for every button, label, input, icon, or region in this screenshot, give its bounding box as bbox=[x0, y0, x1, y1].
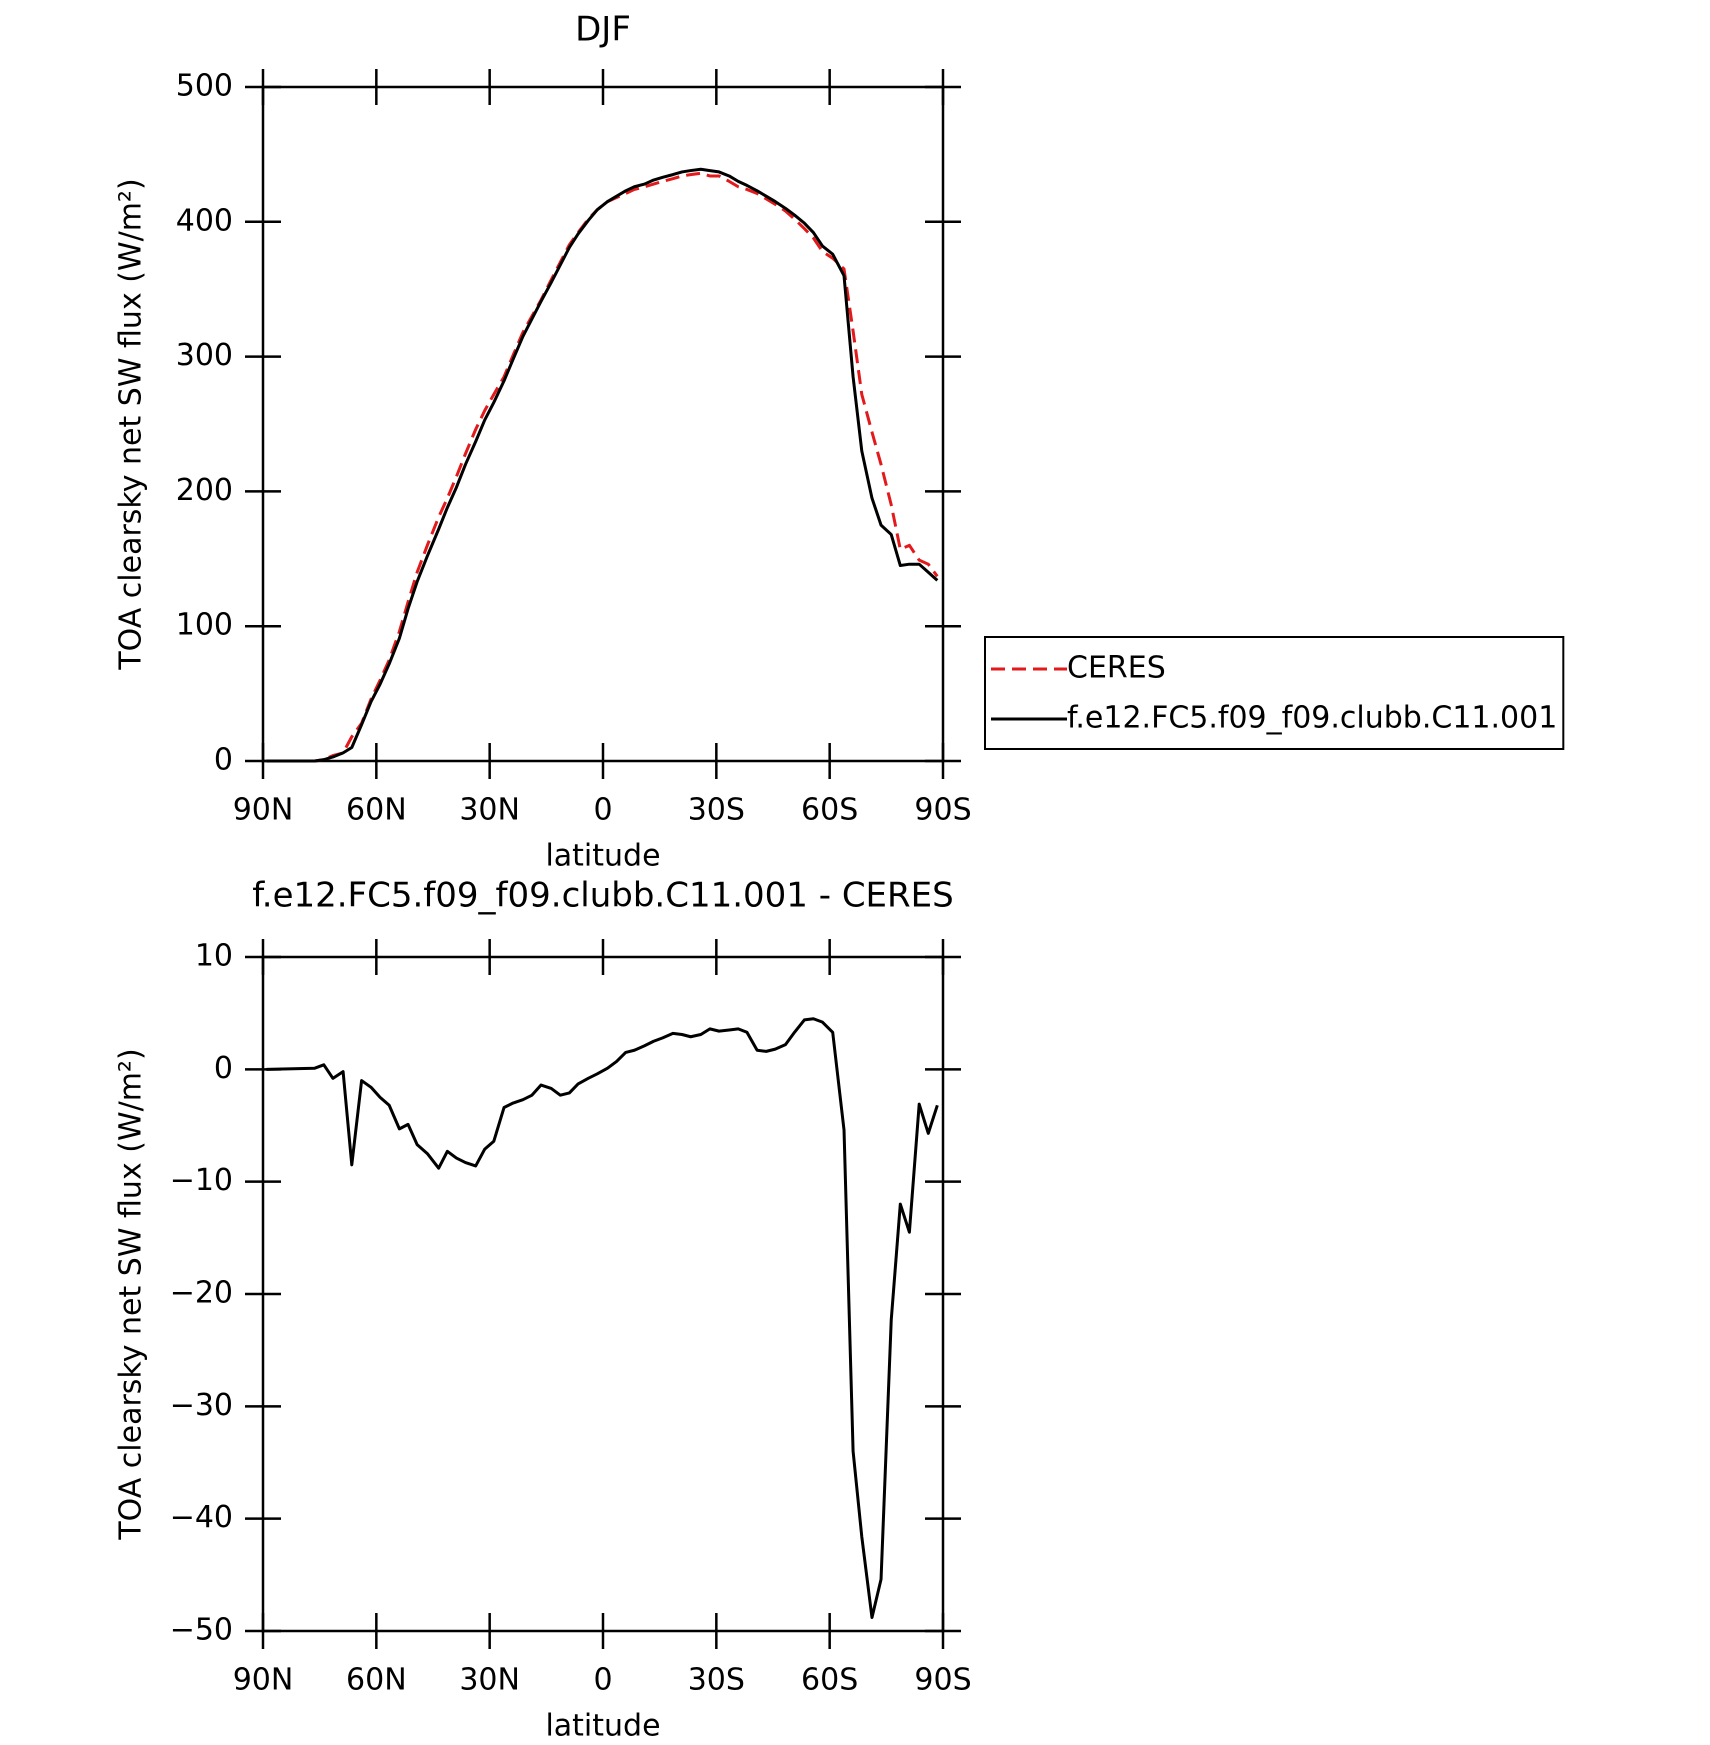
x-tick-label: 90N bbox=[233, 793, 294, 828]
y-tick-label: −30 bbox=[170, 1388, 233, 1423]
y-tick-label: 0 bbox=[214, 743, 233, 778]
x-tick-label: 60S bbox=[801, 793, 858, 828]
y-axis-label: TOA clearsky net SW flux (W/m²) bbox=[114, 178, 149, 670]
data-line bbox=[266, 1017, 939, 1620]
x-tick-label: 60N bbox=[346, 793, 407, 828]
y-tick-label: −50 bbox=[170, 1613, 233, 1648]
x-tick-label: 30S bbox=[688, 1663, 745, 1698]
x-tick-label: 0 bbox=[593, 1663, 612, 1698]
x-tick-label: 90S bbox=[914, 793, 971, 828]
x-axis-label: latitude bbox=[545, 839, 660, 874]
chart-title: f.e12.FC5.f09_f09.clubb.C11.001 - CERES bbox=[252, 876, 953, 916]
y-tick-label: 100 bbox=[176, 608, 233, 643]
data-line bbox=[266, 167, 939, 763]
x-tick-label: 30N bbox=[459, 1663, 520, 1698]
plot-frame bbox=[261, 85, 945, 763]
y-tick-label: 300 bbox=[176, 338, 233, 373]
data-line bbox=[266, 171, 939, 763]
x-tick-label: 60N bbox=[346, 1663, 407, 1698]
x-tick-label: 0 bbox=[593, 793, 612, 828]
x-tick-label: 30S bbox=[688, 793, 745, 828]
legend-label: f.e12.FC5.f09_f09.clubb.C11.001 bbox=[1067, 701, 1557, 736]
chart-title: DJF bbox=[575, 10, 631, 50]
y-axis-label: TOA clearsky net SW flux (W/m²) bbox=[114, 1048, 149, 1540]
y-tick-label: 500 bbox=[176, 69, 233, 104]
y-tick-label: 0 bbox=[214, 1051, 233, 1086]
x-axis-label: latitude bbox=[545, 1709, 660, 1744]
x-tick-label: 60S bbox=[801, 1663, 858, 1698]
x-tick-label: 30N bbox=[459, 793, 520, 828]
legend-label: CERES bbox=[1067, 651, 1166, 686]
y-tick-label: 200 bbox=[176, 473, 233, 508]
y-tick-label: −10 bbox=[170, 1163, 233, 1198]
y-tick-label: 10 bbox=[195, 939, 233, 974]
y-tick-label: −40 bbox=[170, 1500, 233, 1535]
x-tick-label: 90S bbox=[914, 1663, 971, 1698]
y-tick-label: 400 bbox=[176, 203, 233, 238]
legend-frame bbox=[984, 636, 1565, 750]
plot-frame bbox=[261, 955, 945, 1633]
y-tick-label: −20 bbox=[170, 1276, 233, 1311]
x-tick-label: 90N bbox=[233, 1663, 294, 1698]
